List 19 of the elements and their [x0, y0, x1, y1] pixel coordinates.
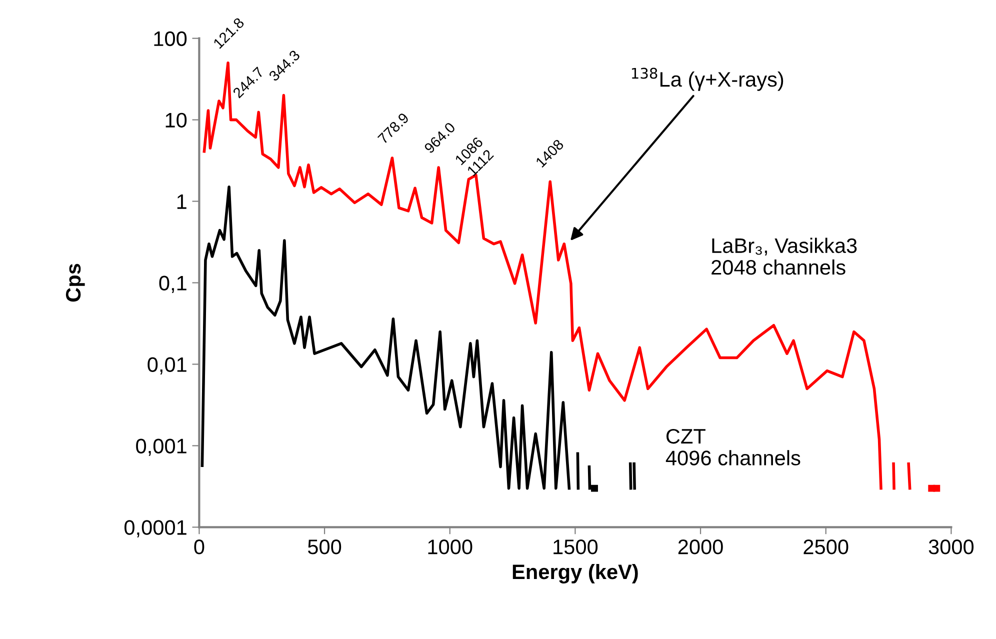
series-label: CZT 4096 channels [666, 428, 800, 466]
annotation: $^{138}$La (γ+X-rays) [632, 68, 784, 91]
text: LaBr₃, Vasikka3 2048 channels [712, 238, 857, 275]
y-tick-label: 1 [177, 194, 186, 209]
y-tick-label: 10 [166, 112, 187, 128]
y-tick-label: 0,01 [148, 357, 186, 374]
y-tick-label: 0,001 [136, 438, 186, 456]
x-tick-label: 1500 [554, 540, 598, 554]
x-tick-label: 1000 [428, 540, 472, 554]
y-tick-label: 0,0001 [124, 520, 186, 538]
y-tick-label: 100 [154, 31, 187, 46]
y-tick-label: 0,1 [159, 276, 186, 293]
y-axis-title: Cps [66, 264, 85, 302]
x-tick-label: 2000 [678, 540, 723, 554]
x-axis-title: Energy (keV) [512, 564, 638, 584]
x-tick-label: 3000 [928, 540, 974, 554]
x-tick-label: 0 [194, 540, 204, 554]
x-tick-label: 2500 [804, 540, 848, 554]
x-tick-label: 500 [308, 540, 342, 554]
